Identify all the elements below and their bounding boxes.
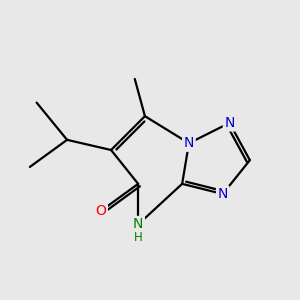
Text: H: H	[134, 231, 142, 244]
Text: O: O	[95, 204, 106, 218]
Text: N: N	[184, 136, 194, 150]
Text: N: N	[224, 116, 235, 130]
Text: N: N	[133, 218, 143, 232]
Text: N: N	[218, 187, 228, 201]
